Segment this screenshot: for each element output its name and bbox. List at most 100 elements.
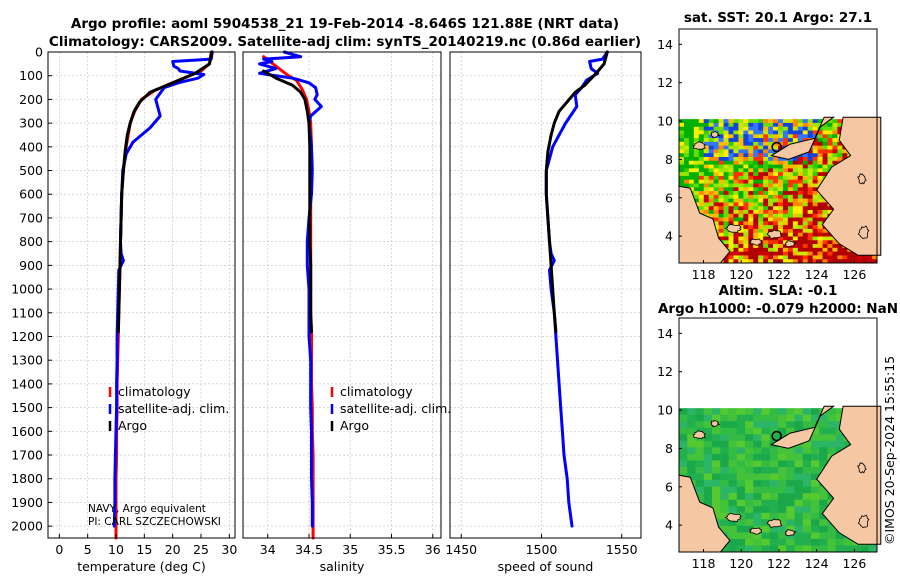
- sst-cell: [753, 221, 759, 226]
- x-tick-label: 5: [84, 542, 92, 557]
- sst-cell: [748, 232, 754, 237]
- sla-cell: [811, 506, 820, 514]
- small-island: [766, 229, 783, 239]
- sla-cell: [786, 480, 795, 487]
- sla-cell: [835, 532, 845, 540]
- sla-cell: [736, 434, 746, 442]
- sst-cell: [787, 206, 794, 211]
- depth-tick-label: 900: [19, 258, 43, 273]
- sst-cell: [787, 221, 794, 226]
- sla-cell: [794, 421, 804, 429]
- sla-cell: [720, 408, 729, 415]
- sst-cell: [728, 160, 734, 165]
- sst-cell: [842, 255, 848, 260]
- sla-cell: [835, 545, 845, 553]
- sst-cell: [773, 255, 779, 260]
- sst-cell: [807, 164, 813, 169]
- sla-cell: [778, 414, 787, 422]
- sst-cell: [827, 236, 833, 241]
- sst-cell: [817, 194, 823, 199]
- sst-cell: [688, 179, 695, 184]
- sst-cell: [837, 247, 843, 252]
- sst-cell: [812, 236, 818, 241]
- sst-cell: [792, 157, 799, 162]
- sst-cell: [768, 179, 774, 184]
- sla-cell: [728, 538, 738, 546]
- sst-cell: [688, 119, 695, 124]
- sla-cell: [769, 408, 779, 415]
- sst-cell: [743, 232, 749, 237]
- sst-cell: [802, 172, 808, 177]
- sst-cell: [792, 236, 799, 241]
- x-tick-label: 34: [260, 542, 276, 557]
- sla-cell: [745, 506, 754, 514]
- map-title-1: sat. SST: 20.1 Argo: 27.1: [684, 10, 872, 26]
- sla-cell: [712, 460, 721, 468]
- sst-cell: [782, 198, 789, 203]
- sst-cell: [679, 141, 685, 146]
- sla-cell: [687, 421, 696, 429]
- x-axis-label-salinity: salinity: [320, 559, 365, 574]
- small-island: [784, 529, 797, 537]
- sst-cell: [718, 126, 724, 131]
- sst-cell: [827, 138, 833, 143]
- sla-cell: [728, 493, 738, 500]
- sst-cell: [812, 183, 818, 188]
- sst-cell: [817, 210, 823, 215]
- sst-cell: [743, 153, 749, 158]
- sst-cell: [787, 130, 794, 135]
- sla-cell: [736, 447, 746, 455]
- sla-cell: [728, 467, 738, 474]
- sla-cell: [761, 512, 771, 520]
- sst-cell: [753, 149, 759, 154]
- sla-cell: [778, 480, 787, 487]
- sla-cell: [827, 440, 837, 448]
- sla-cell: [712, 408, 721, 415]
- sla-cell: [728, 453, 738, 461]
- sst-cell: [773, 141, 779, 146]
- sst-cell: [753, 138, 759, 143]
- sst-cell: [827, 149, 833, 154]
- sst-cell: [773, 172, 779, 177]
- sla-cell: [720, 440, 729, 448]
- sla-cell: [761, 427, 771, 435]
- sst-cell: [748, 259, 754, 264]
- sst-cell: [773, 259, 779, 264]
- sst-cell: [802, 187, 808, 192]
- sst-cell: [733, 145, 739, 150]
- sst-cell: [827, 130, 833, 135]
- sla-cell: [753, 512, 762, 520]
- sst-cell: [832, 251, 838, 256]
- sst-cell: [713, 141, 719, 146]
- sst-cell: [792, 232, 799, 237]
- sla-cell: [736, 421, 746, 429]
- sst-cell: [773, 191, 779, 196]
- sst-cell: [679, 130, 685, 135]
- map-x-tick-label: 126: [842, 556, 866, 571]
- sst-cell: [787, 164, 794, 169]
- sst-cell: [837, 149, 843, 154]
- sla-cell: [835, 538, 845, 546]
- sst-cell: [792, 122, 799, 128]
- sla-cell: [703, 480, 713, 487]
- sst-cell: [763, 157, 769, 162]
- sst-cell: [773, 221, 779, 226]
- depth-tick-label: 1800: [11, 471, 43, 486]
- sst-cell: [738, 240, 744, 245]
- sst-cell: [797, 217, 804, 222]
- sst-cell: [753, 255, 759, 260]
- sst-cell: [837, 259, 843, 264]
- sst-cell: [822, 157, 828, 162]
- sst-cell: [758, 191, 764, 196]
- sla-cell: [778, 473, 787, 481]
- sst-cell: [733, 172, 739, 177]
- sst-cell: [728, 168, 734, 173]
- sla-cell: [802, 421, 812, 429]
- sst-cell: [733, 134, 739, 139]
- sla-cell: [753, 421, 762, 429]
- sla-cell: [753, 460, 762, 468]
- sla-cell: [794, 519, 804, 527]
- sst-cell: [802, 122, 808, 128]
- sst-cell: [812, 221, 818, 226]
- sst-cell: [763, 206, 769, 211]
